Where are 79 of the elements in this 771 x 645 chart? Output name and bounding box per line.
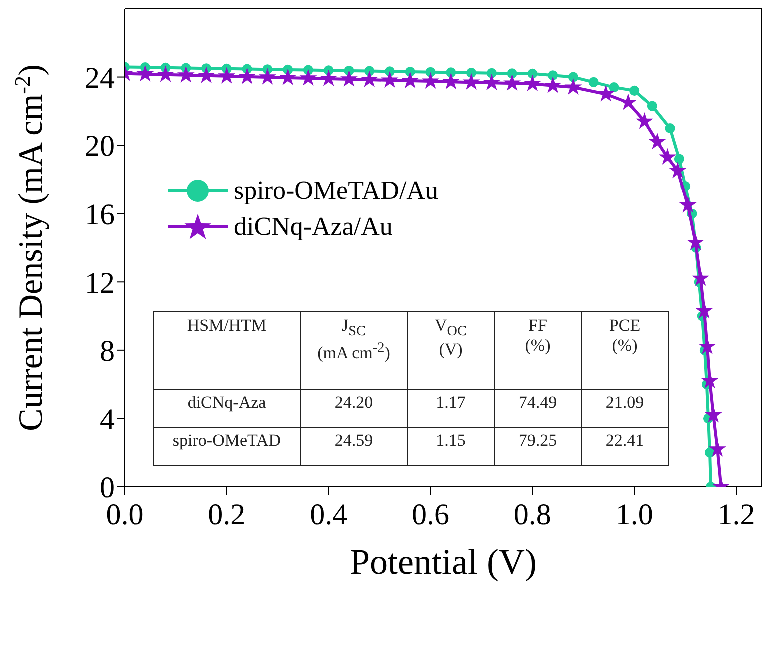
point (630, 86, 640, 96)
annotation: 79.25 (494, 428, 582, 466)
annotation: PCE (%) (582, 312, 668, 390)
point (362, 72, 378, 87)
x-tick-label: 0.4 (310, 498, 348, 532)
point (696, 303, 712, 318)
point (702, 373, 718, 388)
annotation: J$_{SC}$ (mA cm$^{-2}$) (300, 312, 408, 390)
point (674, 154, 684, 164)
point (443, 74, 459, 89)
point (609, 82, 620, 93)
point (484, 75, 500, 90)
x-tick-label: 1.2 (718, 498, 756, 532)
point (138, 66, 154, 81)
point (688, 234, 704, 250)
point (178, 67, 194, 82)
point (568, 72, 578, 82)
point (240, 68, 255, 84)
point (680, 197, 696, 212)
point (647, 101, 658, 112)
point (670, 163, 686, 178)
annotation: V$_{OC}$ (V) (408, 312, 494, 390)
annotation: HSM/HTM (154, 312, 300, 390)
annotation: 24.59 (300, 428, 408, 466)
y-tick-label: 4 (100, 403, 115, 436)
x-tick-label: 1.0 (616, 498, 654, 532)
point (665, 123, 676, 134)
point (423, 74, 438, 88)
point (598, 86, 614, 101)
legend-label: diCNq-Aza/Au (234, 211, 393, 243)
annotation: 1.15 (408, 428, 494, 466)
point (300, 70, 316, 86)
point (566, 79, 582, 94)
point (260, 69, 276, 84)
x-tick-label: 0.8 (514, 498, 552, 532)
annotation: diCNq-Aza (154, 390, 300, 428)
point (342, 71, 357, 86)
point (548, 70, 558, 81)
point (198, 68, 214, 83)
point (525, 76, 540, 91)
annotation: 24.20 (300, 390, 408, 428)
point (660, 149, 676, 164)
annotation: 74.49 (494, 390, 582, 428)
legend-label: spiro-OMeTAD/Au (234, 175, 438, 207)
point (321, 70, 337, 86)
point (402, 72, 418, 88)
annotation: FF (%) (494, 312, 582, 390)
point (464, 74, 480, 90)
point (507, 68, 518, 79)
point (620, 94, 636, 110)
point (700, 338, 716, 354)
y-tick-label: 16 (85, 198, 115, 232)
annotation: spiro-OMeTAD (154, 428, 300, 466)
annotation: 22.41 (582, 428, 668, 466)
point (528, 68, 538, 79)
point (486, 68, 497, 78)
point (158, 66, 174, 82)
point (382, 72, 398, 88)
point (545, 78, 561, 92)
y-tick-label: 20 (85, 130, 115, 164)
point (588, 77, 599, 88)
y-tick-label: 8 (100, 335, 115, 368)
y-tick-label: 12 (85, 266, 115, 300)
x-axis-title: Potential (V) (350, 542, 537, 582)
annotation: 21.09 (582, 390, 668, 428)
x-tick-label: 0.2 (208, 498, 246, 532)
point (637, 114, 652, 128)
point (710, 441, 726, 456)
point (280, 70, 296, 85)
point (466, 68, 477, 78)
point (446, 68, 456, 78)
point (504, 76, 520, 90)
annotation: 1.17 (408, 390, 494, 428)
x-tick-label: 0.6 (412, 498, 450, 532)
point (693, 270, 709, 286)
point (706, 407, 722, 422)
y-tick-label: 24 (85, 62, 115, 95)
point (650, 134, 666, 149)
point (219, 68, 235, 84)
